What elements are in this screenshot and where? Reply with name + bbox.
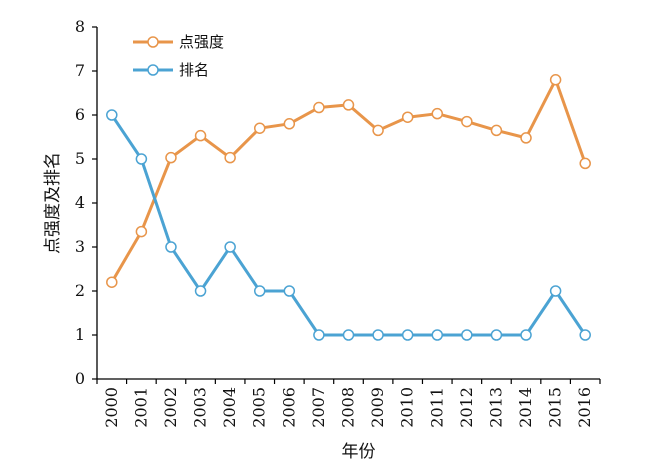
y-tick-label: 8 <box>75 17 85 36</box>
x-tick-label: 2005 <box>250 387 269 428</box>
data-point <box>106 276 118 288</box>
data-point <box>372 329 384 341</box>
x-tick-label: 2014 <box>516 387 535 428</box>
data-point <box>224 241 236 253</box>
x-tick-label: 2004 <box>220 387 239 428</box>
y-axis-title: 点强度及排名 <box>43 152 63 254</box>
y-tick-label: 1 <box>75 325 85 344</box>
series-layer <box>106 74 591 341</box>
y-ticks: 0 1 2 3 4 5 6 7 8 <box>75 17 97 388</box>
x-tick-label: 2010 <box>398 387 417 428</box>
x-tick-label: 2000 <box>102 387 121 428</box>
x-tick-label: 2007 <box>309 387 328 428</box>
data-point <box>342 329 355 341</box>
x-tick-label: 2012 <box>457 387 476 428</box>
data-point <box>401 329 414 341</box>
data-point <box>313 329 325 341</box>
x-tick-label: 2003 <box>191 387 210 428</box>
x-tick-label: 2008 <box>339 387 358 428</box>
legend-swatch-marker <box>147 36 159 48</box>
legend-item: 排名 <box>133 61 209 79</box>
y-tick-label: 7 <box>75 61 85 80</box>
y-tick-label: 5 <box>75 149 85 168</box>
data-point <box>490 124 503 137</box>
data-point <box>579 329 591 341</box>
x-tick-label: 2013 <box>486 387 505 428</box>
data-point <box>520 132 532 144</box>
data-point <box>549 74 562 86</box>
series-rank <box>106 109 591 341</box>
data-point <box>194 285 207 297</box>
data-point <box>431 329 444 341</box>
data-point <box>106 109 118 121</box>
data-point <box>165 241 177 253</box>
data-point <box>461 115 473 128</box>
series-strength <box>106 74 591 288</box>
legend-item: 点强度 <box>133 33 224 51</box>
axes <box>96 27 600 380</box>
y-tick-label: 4 <box>75 193 85 212</box>
legend-swatch-marker <box>147 64 159 76</box>
data-point <box>579 157 591 170</box>
x-tick-label: 2002 <box>161 387 180 428</box>
y-tick-label: 0 <box>75 369 85 388</box>
x-ticks: 2000 2001 2002 2003 2004 2005 2006 2007 2008 2009… <box>96 379 601 428</box>
x-tick-label: 2015 <box>546 387 565 428</box>
data-point <box>283 285 296 297</box>
data-point <box>490 329 503 341</box>
data-point <box>224 151 236 164</box>
y-tick-label: 2 <box>75 281 85 300</box>
data-point <box>313 101 325 114</box>
x-tick-label: 2016 <box>575 387 594 428</box>
data-point <box>135 225 148 238</box>
data-point <box>253 122 266 134</box>
data-point <box>520 329 532 341</box>
x-tick-label: 2011 <box>427 387 446 428</box>
data-point <box>194 129 207 142</box>
x-tick-label: 2001 <box>131 387 150 428</box>
data-point <box>431 107 444 120</box>
data-point <box>165 151 177 164</box>
data-point <box>283 118 296 130</box>
x-tick-label: 2006 <box>279 387 298 428</box>
data-point <box>135 153 148 165</box>
data-point <box>401 111 414 123</box>
data-point <box>372 124 384 137</box>
data-point <box>549 285 562 297</box>
y-tick-label: 3 <box>75 237 85 256</box>
data-point <box>342 99 355 111</box>
legend-label: 排名 <box>179 61 209 79</box>
x-tick-label: 2009 <box>368 387 387 428</box>
data-point <box>461 329 473 341</box>
x-axis-title: 年份 <box>342 442 376 462</box>
y-tick-label: 6 <box>75 105 85 124</box>
data-point <box>253 285 266 297</box>
legend-label: 点强度 <box>179 33 224 51</box>
